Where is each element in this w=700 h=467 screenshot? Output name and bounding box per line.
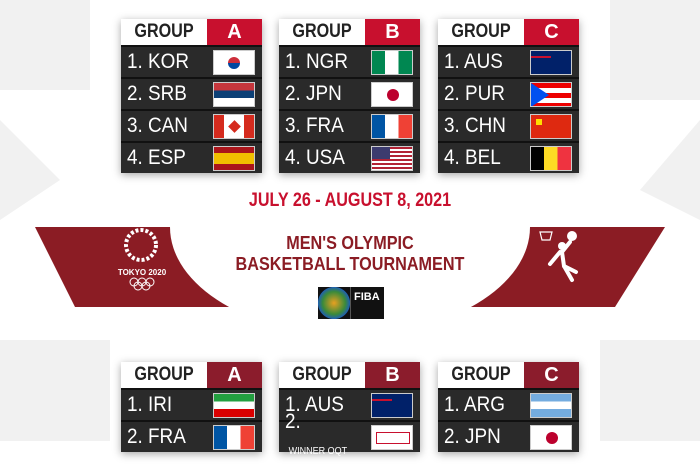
group-letter: A [207, 19, 262, 45]
flag-esp-icon [213, 145, 255, 171]
team-name: 2. FRA [127, 425, 186, 448]
flag-usa-icon [371, 145, 413, 171]
group-header: GROUP B [279, 362, 420, 388]
title-line1: MEN'S OLYMPIC [286, 233, 414, 253]
team-name: 3. FRA [285, 114, 344, 137]
group-letter: C [524, 362, 579, 388]
group-table-c: GROUP C 1. AUS 2. PUR 3. CHN 4. BEL [438, 19, 579, 173]
flag-ngr-icon [371, 49, 413, 75]
flag-bel-icon [530, 145, 572, 171]
tokyo-2020-logo: TOKYO 2020 [117, 268, 167, 277]
background-pattern [0, 0, 700, 441]
group-table-c: GROUP C 1. ARG 2. JPN [438, 362, 579, 452]
olympic-rings-icon [129, 277, 155, 291]
team-row: 4. ESP [121, 141, 262, 173]
fiba-logo: FIBA [318, 287, 384, 319]
team-name: 3. CAN [127, 114, 188, 137]
team-name: 4. ESP [127, 146, 186, 169]
team-row: 1. NGR [279, 45, 420, 77]
group-letter: B [365, 19, 420, 45]
team-name: 1. AUS [285, 393, 344, 416]
team-name: 1. AUS [444, 50, 503, 73]
flag-iri-icon [213, 392, 255, 418]
team-row: 2. SRB [121, 77, 262, 109]
team-name: 2.WINNER OQT [285, 410, 348, 458]
team-name: 2. JPN [285, 82, 342, 105]
group-table-b: GROUP B 1. AUS 2.WINNER OQT [279, 362, 420, 457]
flag-chn-icon [530, 113, 572, 139]
group-table-b: GROUP B 1. NGR 2. JPN 3. FRA 4. USA [279, 19, 420, 173]
team-row: 2. FRA [121, 420, 262, 452]
team-row: 4. USA [279, 141, 420, 173]
fiba-ball-icon [318, 287, 350, 319]
flag-can-icon [213, 113, 255, 139]
team-name: 2. JPN [444, 425, 501, 448]
team-row: 1. AUS [279, 388, 420, 420]
flag-aus-icon [371, 392, 413, 418]
flag-fra-icon [213, 424, 255, 450]
group-header: GROUP C [438, 362, 579, 388]
team-row: 2. JPN [279, 77, 420, 109]
tournament-dates: JULY 26 - AUGUST 8, 2021 [248, 190, 452, 211]
group-letter: C [524, 19, 579, 45]
group-header: GROUP A [121, 362, 262, 388]
basketball-pictogram-icon [539, 231, 578, 282]
group-table-a: GROUP A 1. KOR 2. SRB 3. CAN 4. ESP [121, 19, 262, 173]
team-row: 1. ARG [438, 388, 579, 420]
flag-jpn-icon [530, 424, 572, 450]
banner [35, 119, 665, 335]
team-row: 3. CHN [438, 109, 579, 141]
team-row: 3. FRA [279, 109, 420, 141]
team-row: 4. BEL [438, 141, 579, 173]
flag-srb-icon [213, 81, 255, 107]
team-row: 1. KOR [121, 45, 262, 77]
flag-fra-icon [371, 113, 413, 139]
team-row: 3. CAN [121, 109, 262, 141]
group-letter: A [207, 362, 262, 388]
team-name: 3. CHN [444, 114, 506, 137]
flag-oqt-icon [371, 424, 413, 450]
tokyo-emblem-icon [124, 228, 158, 262]
team-name: 1. KOR [127, 50, 189, 73]
team-row: 2.WINNER OQT [279, 410, 420, 457]
team-name: 1. IRI [127, 393, 173, 416]
group-header: GROUP A [121, 19, 262, 45]
flag-arg-icon [530, 392, 572, 418]
team-row: 2. JPN [438, 420, 579, 452]
flag-jpn-icon [371, 81, 413, 107]
team-name: 2. PUR [444, 82, 505, 105]
team-name: 4. USA [285, 146, 345, 169]
group-table-a: GROUP A 1. IRI 2. FRA [121, 362, 262, 452]
flag-pur-icon [530, 81, 572, 107]
flag-aus-icon [530, 49, 572, 75]
group-header: GROUP C [438, 19, 579, 45]
title-line2: BASKETBALL TOURNAMENT [235, 254, 465, 274]
team-name: 1. NGR [285, 50, 349, 73]
team-name: 2. SRB [127, 82, 187, 105]
flag-kor-icon [213, 49, 255, 75]
team-name: 1. ARG [444, 393, 505, 416]
team-row: 1. IRI [121, 388, 262, 420]
team-row: 1. AUS [438, 45, 579, 77]
team-name: 4. BEL [444, 146, 501, 169]
team-row: 2. PUR [438, 77, 579, 109]
group-header: GROUP B [279, 19, 420, 45]
group-letter: B [365, 362, 420, 388]
